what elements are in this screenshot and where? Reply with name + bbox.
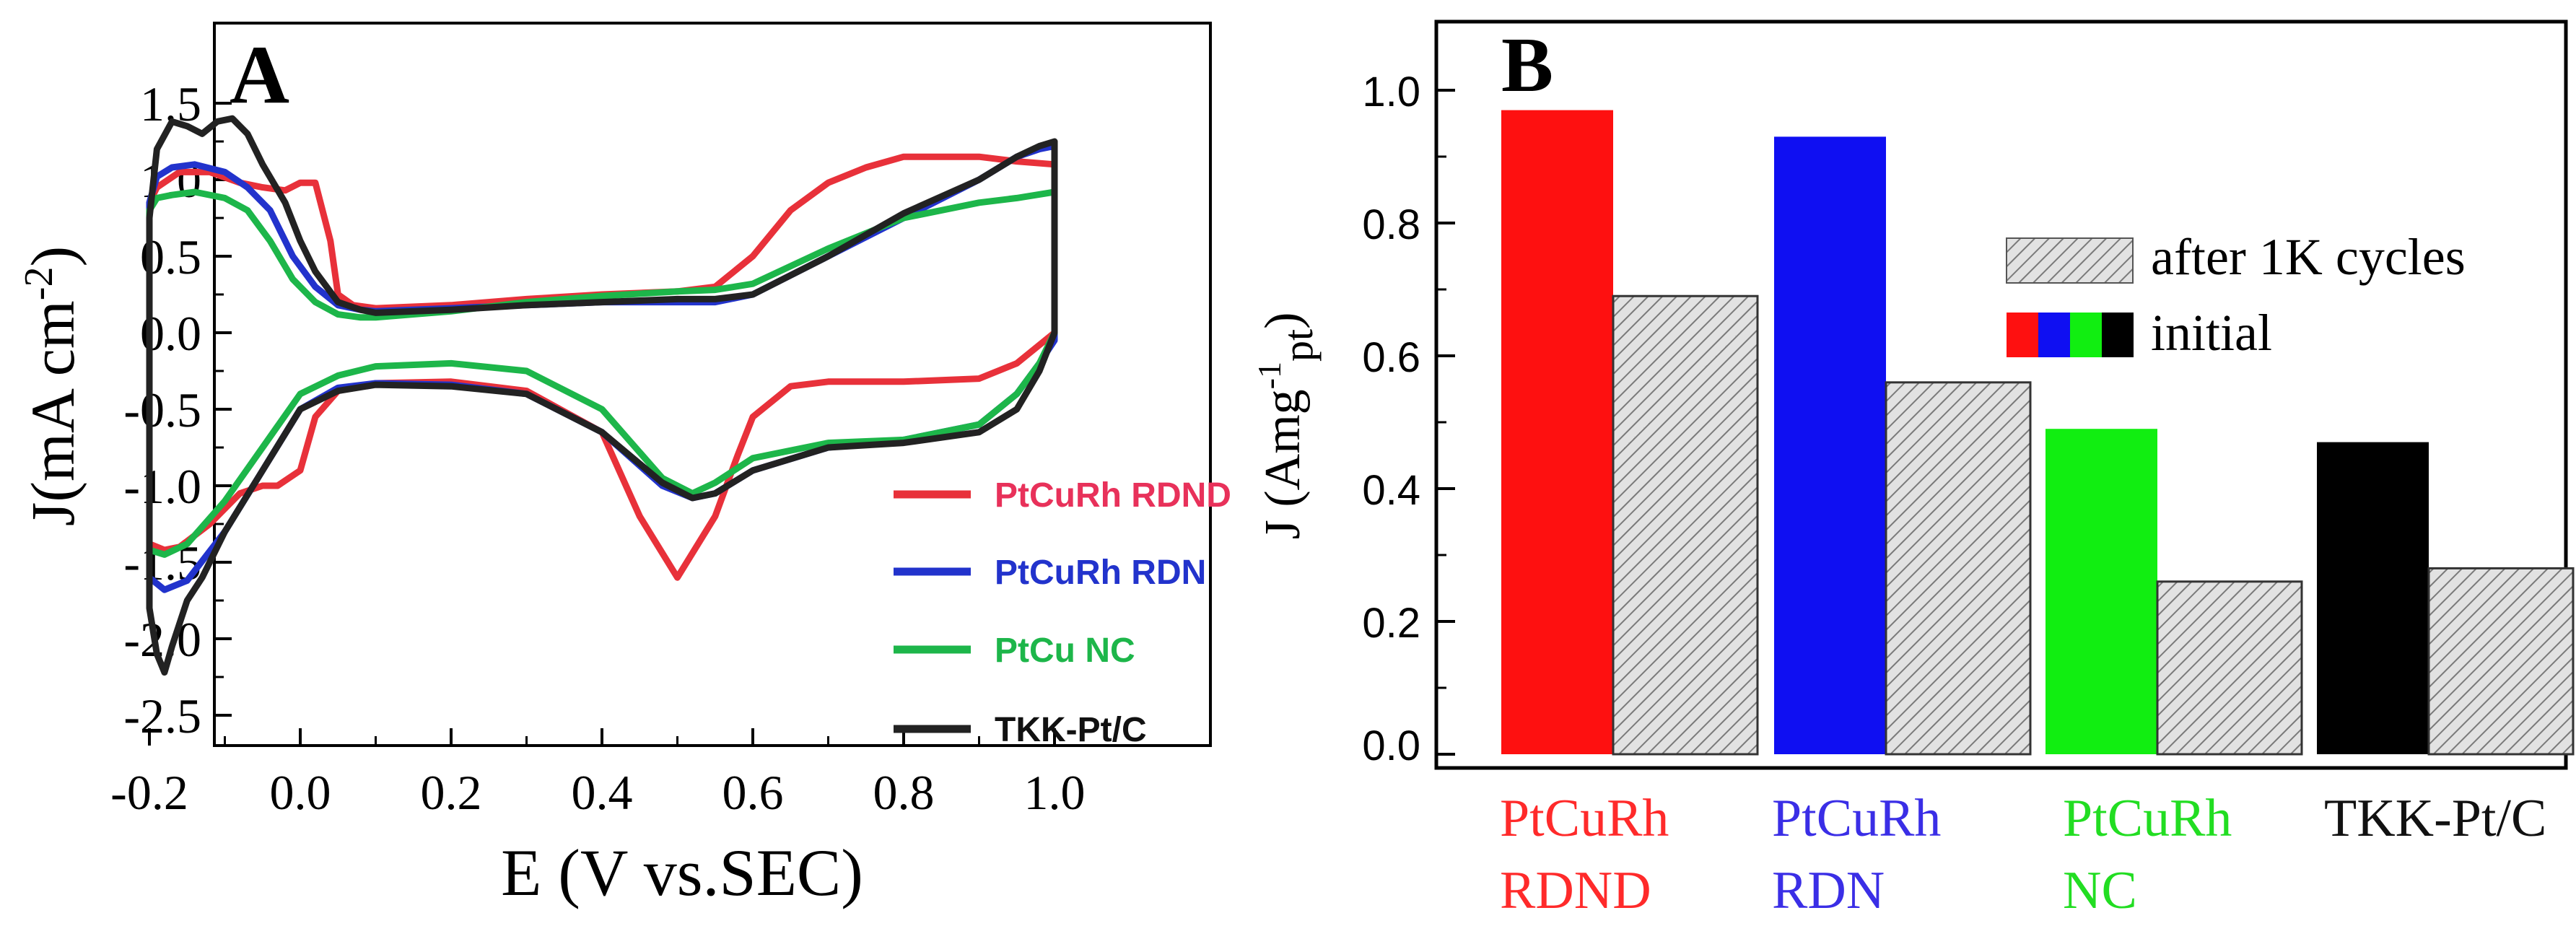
bar-legend-swatch-initial — [2007, 313, 2038, 357]
bar-legend-label: after 1K cycles — [2151, 228, 2466, 286]
cv-legend-label: PtCuRh RDND — [995, 476, 1231, 515]
cv-legend-label: PtCu NC — [995, 632, 1135, 670]
cv-legend-label: TKK-Pt/C — [995, 711, 1147, 749]
bar-marks — [1501, 110, 2575, 756]
bar-chart-panel: B 0.0 0.2 0.4 0.6 0.8 1.0 PtCuRh RDND PtCuRh RDN… — [1251, 19, 2575, 920]
bar-initial — [2045, 429, 2157, 754]
cv-x-tick-label: 1.0 — [1024, 765, 1086, 820]
bar-y-label-sup: -1 — [1251, 362, 1288, 389]
bar-after-1k-cycles — [1612, 294, 1759, 756]
cv-x-tick-label: 0.8 — [873, 765, 935, 820]
bar-y-axis-label: J (Amg-1pt) — [1251, 313, 1322, 540]
cv-x-axis: -0.2 0.0 0.2 0.4 0.6 0.8 1.0 — [110, 728, 1086, 820]
bar-legend-label: initial — [2151, 304, 2272, 362]
cv-y-tick-label: -2.5 — [123, 689, 201, 743]
cv-y-label-close: ) — [18, 246, 87, 267]
bar-after-1k-cycles — [1885, 381, 2032, 756]
bar-initial — [2317, 442, 2429, 754]
cv-chart-panel: A 1.51.00.50.0-0.5-1.0-1.5-2.0-2.5 -0.2 0… — [17, 22, 1231, 909]
bar-category-label: TKK-Pt/C — [2324, 789, 2546, 848]
cv-y-label-sup: -2 — [17, 267, 61, 301]
cv-y-axis-label: J(mA cm-2) — [17, 246, 87, 526]
bar-legend: after 1K cycles initial — [2006, 228, 2466, 362]
bar-y-label-sub: pt — [1275, 329, 1322, 362]
bar-y-label-main: J (Amg — [1255, 389, 1311, 539]
cv-y-tick-label: -1.0 — [123, 459, 201, 514]
bar-legend-swatch-after — [2006, 237, 2134, 284]
bar-initial — [1774, 136, 1886, 754]
bar-legend-swatch-initial — [2070, 313, 2102, 357]
bar-legend-swatch-initial — [2038, 313, 2070, 357]
cv-x-axis-label: E (V vs.SEC) — [501, 836, 863, 909]
cv-curve-ptcu-nc — [146, 188, 1058, 558]
bar-y-tick-label: 0.0 — [1362, 722, 1420, 769]
cv-plot-frame — [213, 22, 1212, 747]
cv-y-tick-label: -2.0 — [123, 612, 201, 667]
cv-legend-label: PtCuRh RDN — [995, 554, 1206, 592]
cv-curve-ptcurh-rdnd — [146, 153, 1058, 581]
bar-y-axis: 0.0 0.2 0.4 0.6 0.8 1.0 — [1362, 69, 1455, 769]
bar-category-label: PtCuRh — [2063, 789, 2232, 848]
bar-category-label: RDN — [1772, 861, 1885, 920]
cv-legend: PtCuRh RDND PtCuRh RDN PtCu NC TKK-Pt/C — [894, 476, 1231, 749]
bar-y-tick-label: 0.2 — [1362, 600, 1420, 647]
cv-x-tick-label: 0.6 — [722, 765, 784, 820]
bar-after-1k-cycles — [2427, 567, 2575, 756]
cv-curve-tkk-pt-c — [146, 115, 1058, 676]
cv-x-tick-label: 0.2 — [421, 765, 482, 820]
bar-y-tick-label: 1.0 — [1362, 69, 1420, 115]
cv-x-tick-label: -0.2 — [110, 765, 188, 820]
cv-y-tick-label: -0.5 — [123, 383, 201, 437]
panel-label-a: A — [230, 29, 289, 121]
bar-category-label: PtCuRh — [1500, 789, 1669, 848]
bar-legend-swatch-initial — [2102, 313, 2134, 357]
bar-category-label: NC — [2063, 861, 2137, 920]
bar-plot-frame — [1434, 19, 2568, 770]
bar-y-label-close: ) — [1255, 313, 1311, 329]
bar-initial — [1501, 110, 1613, 755]
bar-after-1k-cycles — [2156, 580, 2303, 756]
cv-x-tick-label: 0.0 — [270, 765, 331, 820]
bar-category-label: PtCuRh — [1772, 789, 1941, 848]
cv-x-tick-label: 0.4 — [572, 765, 633, 820]
bar-x-axis: PtCuRh RDND PtCuRh RDN PtCuRh NC TKK-Pt/C — [1500, 789, 2546, 920]
bar-category-label: RDND — [1500, 861, 1651, 920]
cv-y-label-main: J(mA cm — [18, 300, 87, 526]
bar-y-tick-label: 0.8 — [1362, 201, 1420, 248]
bar-y-tick-label: 0.6 — [1362, 334, 1420, 381]
cv-curves — [146, 115, 1058, 676]
panel-label-b: B — [1501, 22, 1553, 108]
bar-y-tick-label: 0.4 — [1362, 467, 1420, 514]
